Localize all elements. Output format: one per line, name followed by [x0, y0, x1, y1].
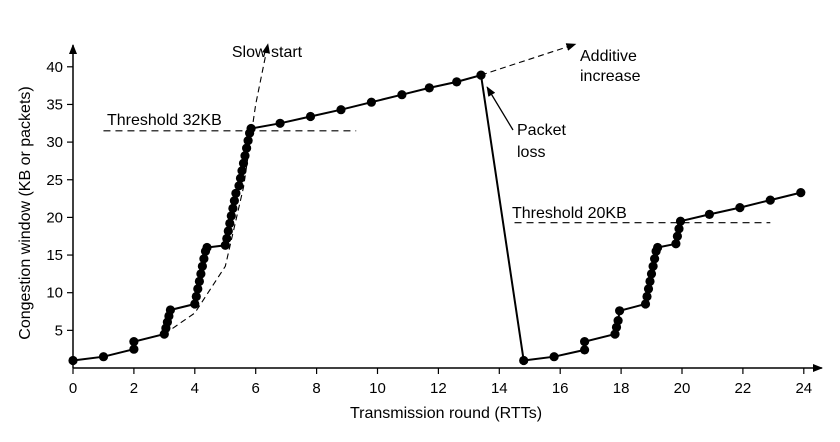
data-point — [228, 203, 238, 213]
data-point — [452, 77, 462, 87]
data-point — [675, 216, 686, 226]
x-tick-label: 4 — [191, 380, 199, 397]
data-point — [129, 344, 139, 354]
data-point — [476, 70, 486, 80]
data-point — [223, 226, 233, 236]
y-tick-label: 5 — [55, 322, 63, 339]
x-tick-label: 22 — [735, 380, 752, 397]
data-point — [202, 242, 212, 253]
data-point — [645, 276, 655, 286]
annotation-packet: Packet — [517, 122, 566, 139]
data-point — [237, 166, 247, 176]
data-point — [646, 269, 657, 279]
data-point — [242, 143, 252, 153]
data-point — [98, 352, 109, 362]
data-point — [231, 188, 241, 198]
data-points — [68, 70, 806, 366]
y-tick-label: 20 — [46, 209, 63, 226]
x-ticks: 0 2 4 6 8 10 12 14 16 18 20 22 24 — [69, 368, 812, 397]
data-point — [194, 276, 204, 286]
data-point — [196, 269, 206, 279]
data-point — [704, 209, 715, 219]
data-point — [424, 83, 434, 93]
data-point — [165, 305, 175, 315]
threshold-20kb-label: Threshold 20KB — [512, 205, 627, 222]
x-tick-label: 14 — [491, 380, 508, 397]
dashed-projection-line — [480, 43, 577, 76]
data-point — [397, 90, 407, 100]
data-point — [235, 173, 246, 183]
data-point — [199, 254, 209, 264]
annotation-additive: Additive — [580, 48, 637, 65]
data-point — [765, 195, 775, 205]
data-point — [613, 316, 623, 326]
threshold-32kb-label: Threshold 32KB — [107, 112, 222, 129]
x-tick-label: 16 — [552, 380, 569, 397]
data-point — [580, 345, 590, 355]
data-point — [796, 188, 806, 198]
x-tick-label: 6 — [252, 380, 260, 397]
data-point — [234, 181, 244, 191]
data-point — [650, 254, 660, 264]
x-axis-label: Transmission round (RTTs) — [350, 405, 542, 422]
annotation-increase: increase — [580, 68, 641, 85]
data-point — [225, 218, 235, 228]
axes — [69, 44, 823, 372]
y-tick-label: 40 — [46, 59, 63, 76]
data-point — [129, 337, 139, 347]
data-point — [226, 211, 236, 221]
annotation-loss: loss — [517, 144, 545, 161]
data-point — [243, 136, 253, 146]
data-point — [222, 233, 232, 244]
annotation-slow-start: Slow start — [232, 44, 303, 61]
y-tick-label: 10 — [46, 285, 63, 302]
series-lines — [72, 43, 802, 362]
data-point — [549, 352, 559, 362]
data-point — [642, 291, 652, 302]
data-point — [671, 239, 681, 249]
y-tick-label: 30 — [46, 134, 63, 151]
data-point — [580, 337, 590, 347]
data-point — [229, 196, 239, 206]
data-point — [653, 242, 663, 253]
x-tick-label: 0 — [69, 380, 77, 397]
data-point — [190, 299, 200, 309]
y-tick-label: 15 — [46, 247, 63, 264]
threshold-lines — [103, 130, 771, 224]
annotation-arrows — [486, 86, 514, 131]
y-tick-label: 35 — [46, 96, 63, 113]
y-tick-label: 25 — [46, 172, 63, 189]
x-tick-label: 8 — [312, 380, 320, 397]
data-point — [240, 151, 250, 161]
data-point — [336, 105, 346, 115]
data-point — [275, 118, 285, 128]
y-axis-label: Congestion window (KB or packets) — [17, 86, 34, 339]
data-point — [615, 306, 625, 316]
data-point — [246, 123, 256, 134]
x-tick-label: 18 — [613, 380, 630, 397]
x-tick-label: 12 — [430, 380, 447, 397]
packet-loss-arrow — [486, 86, 514, 131]
data-point — [197, 261, 207, 271]
data-point — [735, 203, 745, 213]
data-point — [366, 97, 376, 107]
data-point — [519, 355, 529, 366]
x-tick-label: 2 — [130, 380, 138, 397]
x-tick-label: 24 — [795, 380, 812, 397]
data-point — [672, 231, 683, 241]
x-tick-label: 20 — [674, 380, 691, 397]
data-point — [238, 158, 249, 168]
x-tick-label: 10 — [369, 380, 386, 397]
data-point — [648, 261, 658, 271]
y-ticks: 5 10 15 20 25 30 35 40 — [46, 59, 73, 339]
data-point — [643, 284, 654, 294]
dashed-projection-line — [163, 43, 271, 335]
data-point — [305, 111, 316, 122]
data-point — [193, 284, 203, 294]
data-point — [640, 299, 651, 309]
data-point — [674, 224, 684, 234]
data-point — [191, 291, 201, 302]
data-point — [68, 355, 78, 366]
